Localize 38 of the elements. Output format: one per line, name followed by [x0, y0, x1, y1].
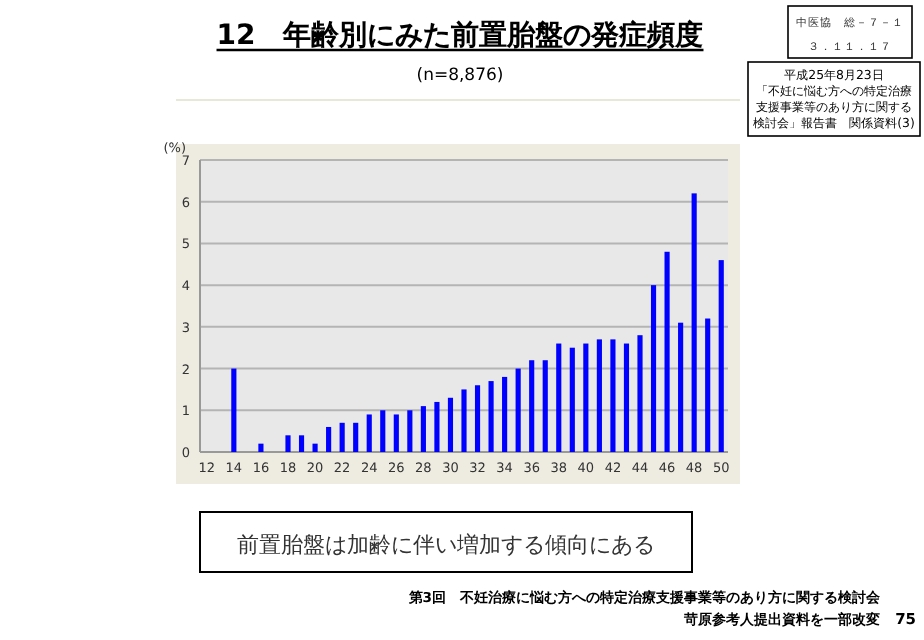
- bar: [474, 385, 481, 452]
- bar: [434, 401, 440, 452]
- bar: [678, 322, 684, 452]
- bar: [353, 422, 359, 452]
- bar: [583, 343, 589, 452]
- bar: [664, 251, 670, 452]
- bar: [366, 414, 372, 452]
- bar: [556, 343, 562, 452]
- bar: [407, 410, 413, 452]
- bar: [258, 443, 264, 452]
- bar: [298, 435, 305, 452]
- bar: [705, 318, 711, 452]
- bar: [312, 443, 318, 452]
- bar: [569, 347, 575, 452]
- bar: [502, 376, 508, 452]
- bar: [718, 260, 724, 452]
- bar: [461, 389, 467, 452]
- bar: [596, 339, 602, 452]
- bar: [447, 397, 454, 452]
- bar: [339, 422, 345, 452]
- bar: [326, 426, 332, 452]
- bar: [488, 381, 494, 452]
- bar: [691, 193, 697, 452]
- text: 前置胎盤は加齢に伴い増加する傾向にある: [237, 532, 655, 558]
- bar: [542, 360, 548, 452]
- bar: [610, 339, 616, 452]
- bar: [380, 410, 386, 452]
- bar: [529, 360, 535, 452]
- bar: [285, 435, 291, 452]
- bar: [515, 368, 521, 452]
- bar: [420, 406, 426, 452]
- bar: [637, 335, 643, 452]
- bar: [650, 285, 657, 452]
- bar: [231, 368, 237, 452]
- chart-subtitle: (n=8,876): [416, 66, 504, 86]
- chart-title: 12 年齢別にみた前置胎盤の発症頻度: [216, 18, 704, 52]
- bar: [393, 414, 399, 452]
- bar: [623, 343, 630, 452]
